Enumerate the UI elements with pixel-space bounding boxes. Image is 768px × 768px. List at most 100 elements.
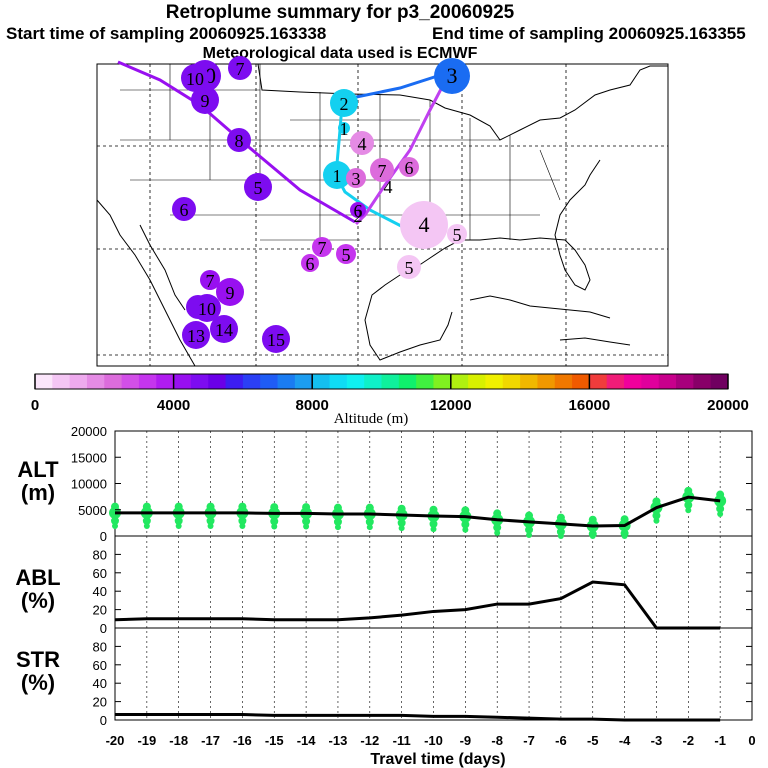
abl-label-line2: (%) bbox=[21, 588, 55, 613]
colorbar-swatch bbox=[277, 374, 296, 389]
alt-dot bbox=[716, 490, 725, 499]
map-dot-label: 7 bbox=[236, 59, 245, 79]
y-tick-label: 0 bbox=[100, 621, 107, 636]
series-line-alt bbox=[115, 495, 721, 528]
alt-dot bbox=[621, 533, 628, 539]
map-dot bbox=[370, 158, 394, 182]
map-dot-label: 13 bbox=[187, 326, 205, 346]
map-dot-label: 15 bbox=[267, 330, 285, 350]
x-tick-label: -10 bbox=[424, 733, 443, 748]
alt-dot bbox=[716, 504, 725, 513]
alt-dot bbox=[303, 523, 310, 530]
colorbar-ticks: 0 4000 8000 12000 16000 20000 bbox=[31, 374, 749, 414]
series-line-abl bbox=[114, 580, 721, 630]
timeseries-panels: 20000 15000 10000 5000 0 80 60 40 20 0 80 60 40 20 0 -… bbox=[15, 424, 755, 768]
map-dot bbox=[447, 224, 467, 244]
map-dot-label: 14 bbox=[215, 320, 233, 340]
colorbar-swatch bbox=[208, 374, 227, 389]
x-tick-label: -14 bbox=[297, 733, 317, 748]
colorbar-swatch bbox=[294, 374, 313, 389]
alt-dot bbox=[684, 486, 693, 495]
alt-dot bbox=[206, 502, 215, 511]
map-dot-label: 10 bbox=[198, 299, 216, 319]
map-dot bbox=[262, 325, 290, 353]
pacific-coast bbox=[96, 199, 196, 367]
x-tick-label: -9 bbox=[460, 733, 472, 748]
colorbar-swatch bbox=[676, 374, 694, 389]
alt-dot bbox=[556, 513, 565, 522]
map-dot bbox=[193, 294, 221, 322]
y-tick-label: 15000 bbox=[71, 450, 107, 465]
map-dot-label: 6 bbox=[354, 201, 363, 221]
map-panel: 1010985672134476163457565798101314152 bbox=[96, 56, 669, 367]
map-dot bbox=[210, 315, 238, 343]
alt-dot bbox=[207, 523, 214, 530]
alt-dot bbox=[717, 510, 724, 517]
x-tick-label: 0 bbox=[748, 733, 755, 748]
colorbar-swatch bbox=[450, 374, 469, 389]
map-dot-label: 1 bbox=[333, 166, 342, 186]
colorbar-swatch bbox=[86, 374, 105, 389]
alt-dot bbox=[238, 502, 247, 511]
alt-dot bbox=[588, 515, 597, 524]
colorbar-swatch bbox=[520, 374, 538, 389]
chart-title: Retroplume summary for p3_20060925 bbox=[165, 2, 515, 23]
map-dot bbox=[400, 201, 448, 249]
x-tick-label: -11 bbox=[393, 733, 411, 748]
map-dots: 1010985672134476163457565798101314152 bbox=[172, 56, 470, 353]
alt-dot bbox=[174, 502, 183, 511]
x-tick-label: -7 bbox=[523, 733, 535, 748]
colorbar-swatch bbox=[329, 374, 348, 389]
map-dot-label: 4 bbox=[384, 177, 393, 197]
x-tick-label: -12 bbox=[360, 733, 379, 748]
map-dot-label: 6 bbox=[180, 200, 189, 220]
alt-dot bbox=[462, 526, 469, 533]
x-axis-title: Travel time (days) bbox=[370, 751, 505, 768]
colorbar-swatch bbox=[572, 374, 590, 389]
y-tick-label: 40 bbox=[93, 676, 107, 691]
str-label-line1: STR bbox=[16, 647, 60, 672]
alt-dot bbox=[652, 497, 661, 506]
colorbar-tick-label: 4000 bbox=[157, 397, 190, 414]
alt-label-line2: (m) bbox=[21, 480, 55, 505]
alt-dot bbox=[685, 507, 692, 514]
y-tick-label: 0 bbox=[100, 529, 107, 544]
map-dot-label: 3 bbox=[352, 169, 361, 189]
alt-dot bbox=[270, 503, 279, 512]
series-line-str bbox=[115, 712, 721, 722]
alt-dot bbox=[302, 517, 311, 526]
map-dot bbox=[338, 122, 350, 134]
met-data-label: Meteorological data used is ECMWF bbox=[202, 45, 478, 62]
alt-label-line1: ALT bbox=[17, 457, 59, 482]
map-dot bbox=[244, 173, 272, 201]
map-dot-label: 5 bbox=[342, 245, 351, 265]
colorbar-swatches bbox=[35, 374, 729, 389]
x-tick-label: -2 bbox=[683, 733, 695, 748]
y-tick-label: 60 bbox=[93, 566, 107, 581]
alt-dot bbox=[143, 523, 150, 530]
alt-dot bbox=[366, 524, 373, 531]
map-dot-label: 9 bbox=[201, 91, 210, 111]
x-tick-label: -3 bbox=[651, 733, 663, 748]
baja-coast bbox=[139, 224, 186, 311]
alt-dot bbox=[271, 523, 278, 530]
colorbar-swatch bbox=[710, 374, 729, 389]
alt-dot bbox=[238, 516, 247, 525]
colorbar-swatch bbox=[312, 374, 331, 389]
alt-dot bbox=[365, 517, 374, 526]
map-dot bbox=[330, 89, 358, 117]
colorbar-swatch bbox=[156, 374, 175, 389]
str-label-line2: (%) bbox=[21, 670, 55, 695]
colorbar-swatch bbox=[225, 374, 244, 389]
colorbar-tick-label: 8000 bbox=[296, 397, 329, 414]
alt-dot bbox=[589, 533, 596, 539]
y-tick-label: 80 bbox=[93, 639, 107, 654]
alt-dot bbox=[494, 529, 501, 536]
map-dot-label: 6 bbox=[306, 254, 315, 274]
map-dot-label: 2 bbox=[340, 94, 349, 114]
map-dot-label: 1 bbox=[340, 119, 349, 139]
alt-dot bbox=[302, 503, 311, 512]
start-time-label: Start time of sampling 20060925.163338 bbox=[6, 24, 327, 43]
alt-dot bbox=[397, 518, 406, 527]
map-dot bbox=[312, 237, 332, 257]
